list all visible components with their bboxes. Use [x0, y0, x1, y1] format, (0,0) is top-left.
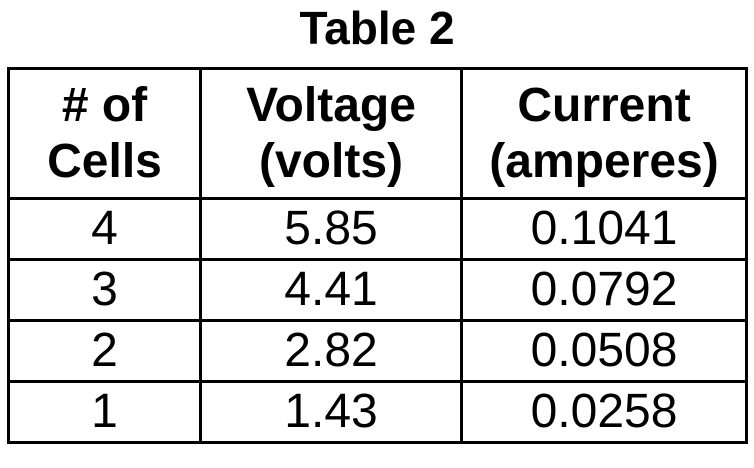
cell-cells-count: 2 [7, 319, 202, 383]
header-voltage: Voltage (volts) [199, 67, 463, 200]
table-header-row: # of Cells Voltage (volts) Current (ampe… [7, 67, 748, 200]
cell-cells-count: 4 [7, 197, 202, 261]
table-row: 2 2.82 0.0508 [7, 319, 748, 383]
header-voltage-line2: (volts) [259, 134, 403, 188]
header-voltage-line1: Voltage [246, 78, 416, 132]
header-current: Current (amperes) [460, 67, 748, 200]
cell-voltage: 5.85 [199, 197, 463, 261]
cell-current: 0.0792 [460, 258, 748, 322]
table-row: 1 1.43 0.0258 [7, 380, 748, 444]
cell-current: 0.1041 [460, 197, 748, 261]
header-current-line2: (amperes) [489, 134, 719, 188]
cell-voltage: 4.41 [199, 258, 463, 322]
table-row: 4 5.85 0.1041 [7, 197, 748, 261]
header-cells-line2: Cells [47, 134, 162, 188]
header-cells-line1: # of [61, 78, 148, 132]
cell-cells-count: 1 [7, 380, 202, 444]
header-current-line1: Current [517, 78, 691, 132]
table-row: 3 4.41 0.0792 [7, 258, 748, 322]
cell-voltage: 1.43 [199, 380, 463, 444]
cell-voltage: 2.82 [199, 319, 463, 383]
data-table: # of Cells Voltage (volts) Current (ampe… [7, 67, 748, 444]
table-title: Table 2 [299, 2, 455, 54]
cell-cells-count: 3 [7, 258, 202, 322]
cell-current: 0.0258 [460, 380, 748, 444]
cell-current: 0.0508 [460, 319, 748, 383]
header-cells-count: # of Cells [7, 67, 202, 200]
